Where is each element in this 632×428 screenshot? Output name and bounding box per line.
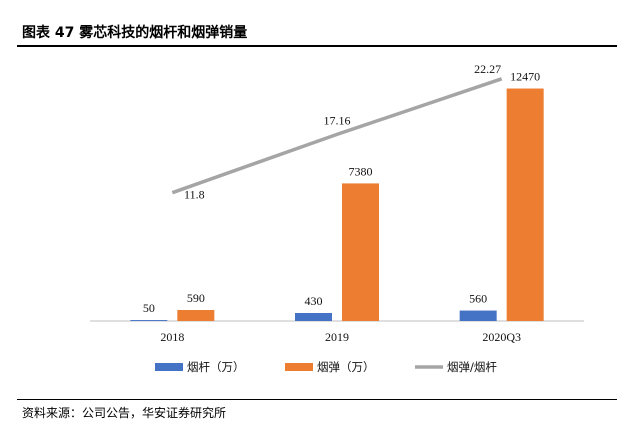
x-tick-label: 2020Q3: [482, 330, 521, 344]
legend-rod-swatch: [155, 363, 183, 371]
ratio-value-label: 17.16: [324, 113, 351, 127]
legend-rod-label: 烟杆（万）: [187, 360, 245, 374]
pod-value-label: 590: [187, 291, 205, 305]
x-tick-label: 2018: [160, 330, 184, 344]
rod-value-label: 560: [469, 292, 487, 306]
chart-legend: 烟杆（万） 烟弹（万） 烟弹/烟杆: [155, 360, 497, 374]
legend-pod-swatch: [285, 363, 313, 371]
ratio-value-label: 22.27: [474, 62, 501, 76]
ratio-value-label: 11.8: [184, 188, 205, 202]
legend-pod-label: 烟弹（万）: [317, 360, 375, 374]
pod-bar: [342, 183, 379, 321]
ratio-line: [171, 77, 503, 195]
pod-value-label: 12470: [510, 70, 540, 84]
bottom-rule: [17, 399, 617, 400]
x-tick-label: 2019: [325, 330, 349, 344]
source-note: 资料来源：公司公告，华安证券研究所: [22, 406, 227, 420]
rod-bar: [130, 320, 168, 321]
pod-bar: [177, 310, 215, 321]
legend-ratio-label: 烟弹/烟杆: [447, 360, 497, 374]
pod-bar: [506, 88, 544, 321]
sales-chart: 2018 2019 2020Q3 50 430 560 590 7380 12470 11.8 17…: [90, 62, 584, 374]
rod-value-label: 430: [305, 294, 323, 308]
figure-title: 图表 47 雾芯科技的烟杆和烟弹销量: [22, 25, 248, 41]
plot-area: 2018 2019 2020Q3 50 430 560 590 7380 12470 11.8 17…: [90, 62, 584, 344]
rod-bar: [459, 310, 497, 321]
rod-bar: [295, 312, 332, 321]
rod-value-label: 50: [143, 301, 155, 315]
top-rule: [17, 45, 617, 47]
pod-value-label: 7380: [349, 164, 373, 178]
